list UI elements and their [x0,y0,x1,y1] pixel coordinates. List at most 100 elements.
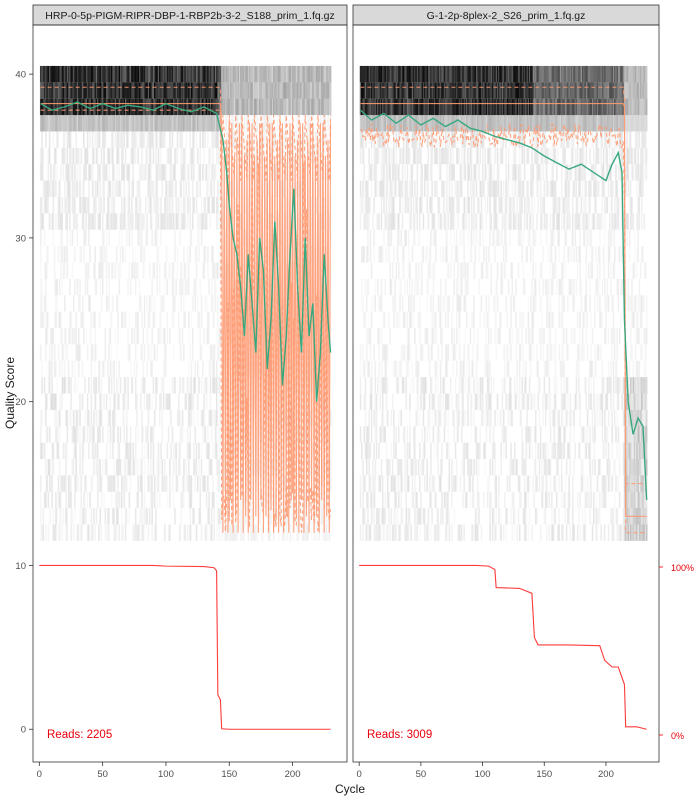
heatmap-cell [432,475,435,492]
heatmap-cell [164,262,166,279]
heatmap-cell [401,164,404,181]
heatmap-cell [180,180,183,197]
heatmap-cell [255,82,257,99]
heatmap-cell [85,213,88,230]
heatmap-cell [427,409,430,427]
heatmap-cell [162,295,165,312]
heatmap-cell [423,475,426,492]
heatmap-cell [64,475,66,492]
heatmap-cell [134,82,137,99]
heatmap-cell [195,98,198,116]
heatmap-cell [384,278,386,296]
heatmap-cell [246,98,248,116]
heatmap-cell [133,327,136,345]
heatmap-cell [296,426,299,443]
heatmap-cell [414,442,416,460]
heatmap-cell [371,361,373,377]
heatmap-cell [447,262,449,279]
heatmap-cell [86,196,89,214]
heatmap-cell [74,361,76,377]
heatmap-cell [160,393,162,410]
heatmap-cell [95,278,98,296]
heatmap-cell [41,213,43,230]
heatmap-cell [245,262,247,279]
heatmap-cell [457,262,459,279]
heatmap-cell [62,164,65,181]
heatmap-cell [70,393,72,410]
heatmap-cell [88,442,90,460]
heatmap-cell [48,312,50,328]
heatmap-cell [108,377,110,394]
heatmap-cell [296,524,299,541]
heatmap-cell [134,344,137,361]
heatmap-cell [368,196,370,214]
heatmap-cell [428,115,431,132]
heatmap-cell [161,409,164,427]
heatmap-cell [67,491,70,509]
heatmap-cell [398,312,400,328]
heatmap-cell [313,278,316,296]
heatmap-cell [216,525,218,541]
heatmap-cell [52,82,55,99]
heatmap-cell [198,442,200,460]
heatmap-cell [204,164,207,181]
heatmap-cell [89,131,91,148]
heatmap-cell [207,82,209,99]
heatmap-cell [318,82,321,99]
heatmap-cell [141,115,143,132]
heatmap-cell [112,115,114,132]
heatmap-cell [113,213,115,230]
heatmap-cell [393,426,395,443]
heatmap-cell [446,508,448,525]
heatmap-cell [137,311,140,328]
heatmap-cell [432,98,435,116]
heatmap-cell [209,82,212,99]
heatmap-cell [428,279,430,295]
heatmap-cell [203,393,205,410]
heatmap-cell [270,98,272,116]
heatmap-cell [148,508,151,525]
heatmap-cell [57,246,60,263]
heatmap-cell [385,344,388,361]
heatmap-cell [259,82,261,99]
heatmap-cell [75,409,77,427]
heatmap-cell [328,82,331,99]
heatmap-cell [394,164,396,181]
heatmap-cell [60,98,62,116]
heatmap-cell [95,377,98,394]
heatmap-cell [213,311,215,328]
heatmap-cell [108,180,110,197]
heatmap-cell [422,98,425,116]
heatmap-cell [449,196,452,214]
heatmap-cell [194,377,196,394]
heatmap-cell [406,82,409,99]
heatmap-cell [80,65,83,83]
heatmap-cell [363,115,366,132]
heatmap-cell [170,147,172,165]
heatmap-cell [119,180,122,197]
heatmap-cell [364,82,367,99]
heatmap-cell [372,82,374,99]
heatmap-cell [88,164,90,181]
heatmap-cell [444,409,447,427]
heatmap-cell [99,409,102,427]
heatmap-cell [72,196,75,214]
heatmap-cell [419,65,421,83]
heatmap-cell [146,426,148,443]
heatmap-cell [108,229,110,247]
heatmap-cell [221,82,223,99]
heatmap-cell [373,508,375,525]
heatmap-cell [196,475,199,492]
heatmap-cell [240,82,242,99]
heatmap-cell [83,131,85,148]
heatmap-cell [131,377,133,394]
heatmap-cell [459,180,462,197]
heatmap-cell [248,98,251,116]
heatmap-cell [76,164,79,181]
heatmap-cell [399,82,401,99]
heatmap-cell [72,508,74,524]
heatmap-cell [74,213,76,230]
heatmap-cell [442,377,444,394]
heatmap-cell [464,491,467,509]
heatmap-cell [359,475,362,492]
